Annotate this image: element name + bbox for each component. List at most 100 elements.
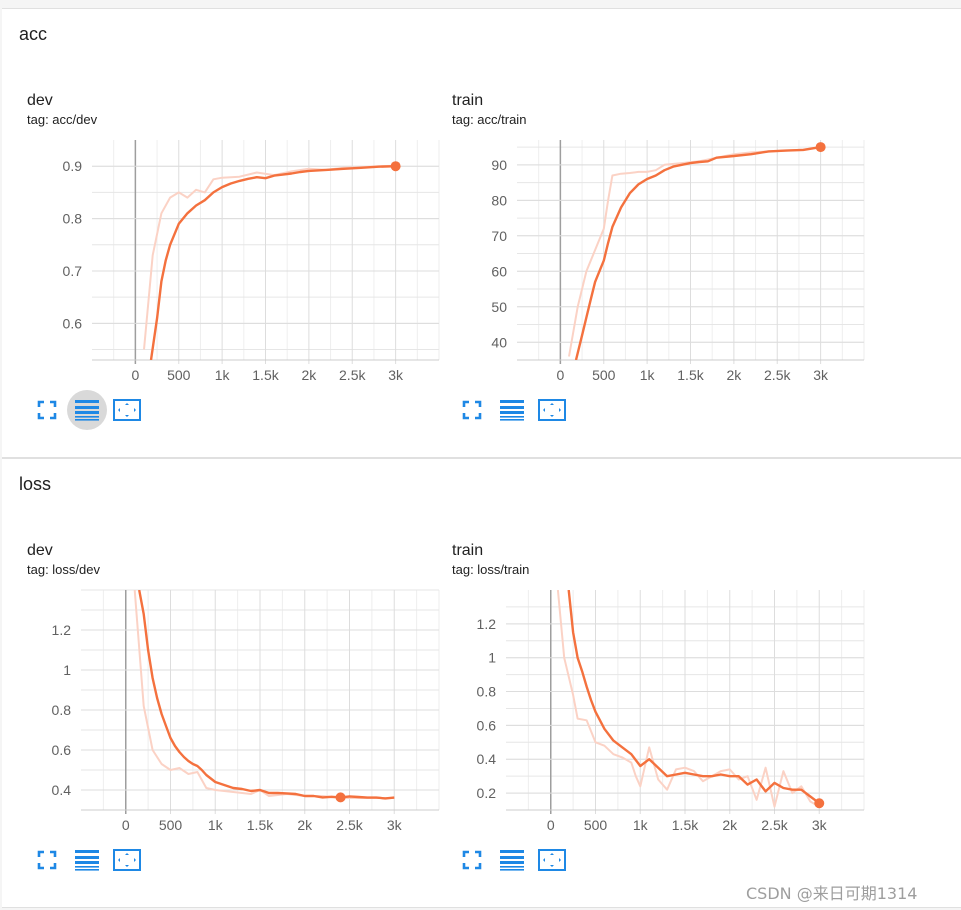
fit-domain-button[interactable] (107, 840, 147, 880)
line-chart[interactable]: 0 500 1k 1.5k 2k 2.5k 3k 0.4 0.6 0.8 1 1.2 (27, 542, 447, 842)
x-tick-label: 500 (159, 817, 183, 833)
x-tick-label: 0 (131, 367, 139, 383)
x-tick-label: 0 (547, 817, 555, 833)
section-body-loss: dev tag: loss/dev 0 500 1k 1.5k 2k 2.5k 3k 0.4 0… (2, 514, 961, 908)
watermark-text: CSDN @来日可期1314 (746, 884, 918, 903)
y-tick-label: 1 (488, 650, 496, 666)
fit-domain-button[interactable] (107, 390, 147, 430)
y-tick-label: 0.8 (52, 702, 72, 718)
x-tick-label: 1k (633, 817, 649, 833)
x-tick-label: 2k (726, 367, 742, 383)
fit-domain-icon (113, 849, 141, 871)
fullscreen-button[interactable] (452, 390, 492, 430)
card-tag: tag: acc/train (452, 112, 527, 127)
y-tick-label: 1.2 (52, 622, 72, 638)
y-tick-label: 80 (491, 192, 507, 208)
x-tick-label: 500 (592, 367, 616, 383)
x-tick-label: 500 (584, 817, 608, 833)
fullscreen-button[interactable] (27, 840, 67, 880)
last-value-point[interactable] (390, 161, 401, 172)
smoothed-series-line (149, 165, 396, 360)
y-tick-label: 0.8 (63, 211, 83, 227)
y-tick-label: 0.6 (52, 742, 72, 758)
x-tick-label: 1.5k (672, 817, 699, 833)
x-tick-label: 2k (722, 817, 738, 833)
last-value-point[interactable] (814, 798, 825, 809)
toggle-y-log-icon (75, 399, 99, 421)
y-tick-label: 0.6 (63, 315, 83, 331)
fit-domain-icon (113, 399, 141, 421)
x-tick-label: 2.5k (336, 817, 363, 833)
fullscreen-icon (462, 850, 482, 870)
x-tick-label: 3k (387, 817, 403, 833)
chart-card: dev tag: loss/dev 0 500 1k 1.5k 2k 2.5k 3k 0.4 0… (27, 542, 447, 882)
card-title: dev (27, 92, 53, 109)
x-tick-label: 2.5k (339, 367, 366, 383)
toggle-y-log-icon (500, 399, 524, 421)
x-tick-label: 1.5k (677, 367, 704, 383)
fullscreen-button[interactable] (27, 390, 67, 430)
card-title: dev (27, 542, 53, 559)
last-value-point[interactable] (335, 792, 346, 803)
x-tick-label: 2k (301, 367, 317, 383)
chart-card: train tag: acc/train 0 500 1k 1.5k 2k 2.5k 3k 4… (452, 92, 872, 432)
section-title: acc (19, 24, 48, 44)
fit-domain-icon (538, 849, 566, 871)
x-tick-label: 1.5k (252, 367, 279, 383)
x-tick-label: 1.5k (247, 817, 274, 833)
chart-card: train tag: loss/train 0 500 1k 1.5k 2k 2.5k 3k… (452, 542, 872, 882)
toggle-y-log-button[interactable] (67, 390, 107, 430)
line-chart[interactable]: 0 500 1k 1.5k 2k 2.5k 3k 0.6 0.7 0.8 0.9 (27, 92, 447, 392)
x-tick-label: 0 (556, 367, 564, 383)
y-tick-label: 70 (491, 228, 507, 244)
card-tag: tag: loss/dev (27, 562, 100, 577)
y-tick-label: 1 (63, 662, 71, 678)
y-tick-label: 0.4 (477, 751, 497, 767)
toggle-y-log-button[interactable] (492, 390, 532, 430)
x-tick-label: 0 (122, 817, 130, 833)
y-tick-label: 90 (491, 157, 507, 173)
line-chart[interactable]: 0 500 1k 1.5k 2k 2.5k 3k 0.2 0.4 0.6 0.8 1 1.2 (452, 542, 872, 842)
x-tick-label: 1k (215, 367, 231, 383)
smoothed-series-line (567, 590, 821, 805)
fit-domain-button[interactable] (532, 840, 572, 880)
card-title: train (452, 92, 484, 109)
x-tick-label: 2k (297, 817, 313, 833)
section-header-loss[interactable]: loss (2, 458, 961, 515)
section-body-acc: dev tag: acc/dev 0 500 1k 1.5k 2k 2.5k 3k 0.6 0.… (2, 64, 961, 458)
y-tick-label: 0.2 (477, 785, 497, 801)
y-tick-label: 0.8 (477, 684, 497, 700)
line-chart[interactable]: 0 500 1k 1.5k 2k 2.5k 3k 40 50 60 70 80 90 (452, 92, 872, 392)
x-tick-label: 3k (813, 367, 829, 383)
x-tick-label: 1k (640, 367, 656, 383)
fullscreen-icon (37, 850, 57, 870)
fullscreen-icon (37, 400, 57, 420)
fit-domain-icon (538, 399, 566, 421)
x-tick-label: 500 (167, 367, 191, 383)
x-tick-label: 3k (388, 367, 404, 383)
toggle-y-log-button[interactable] (492, 840, 532, 880)
y-tick-label: 40 (491, 334, 507, 350)
card-title: train (452, 542, 484, 559)
x-tick-label: 1k (208, 817, 224, 833)
x-tick-label: 2.5k (764, 367, 791, 383)
x-tick-label: 2.5k (761, 817, 788, 833)
y-tick-label: 0.9 (63, 158, 83, 174)
y-tick-label: 0.7 (63, 263, 83, 279)
fullscreen-icon (462, 400, 482, 420)
x-tick-label: 3k (812, 817, 828, 833)
chart-card: dev tag: acc/dev 0 500 1k 1.5k 2k 2.5k 3k 0.6 0.… (27, 92, 447, 432)
y-tick-label: 0.4 (52, 782, 72, 798)
fullscreen-button[interactable] (452, 840, 492, 880)
card-tag: tag: acc/dev (27, 112, 98, 127)
last-value-point[interactable] (815, 142, 826, 153)
smoothed-series-line (574, 145, 821, 360)
raw-series-line (556, 590, 820, 808)
y-tick-label: 1.2 (477, 616, 497, 632)
fit-domain-button[interactable] (532, 390, 572, 430)
y-tick-label: 50 (491, 299, 507, 315)
toggle-y-log-button[interactable] (67, 840, 107, 880)
card-tag: tag: loss/train (452, 562, 530, 577)
section-header-acc[interactable]: acc (2, 8, 961, 65)
y-tick-label: 60 (491, 263, 507, 279)
